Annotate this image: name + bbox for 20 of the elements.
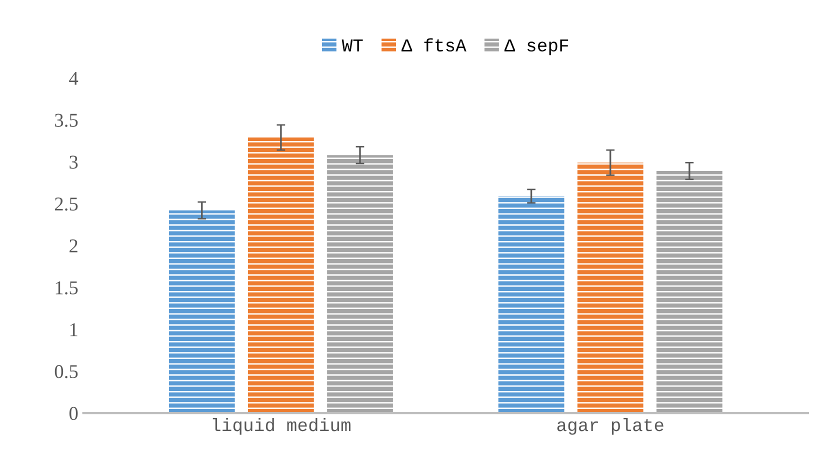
y-tick-label: 3.5: [55, 114, 78, 127]
bar: [168, 210, 235, 414]
legend-label: WT: [342, 39, 363, 52]
y-tick-label: 3: [70, 156, 78, 169]
legend-label: Δ ftsA: [402, 38, 466, 52]
bar: [577, 162, 644, 414]
y-tick-label: 1: [70, 323, 78, 336]
y-tick-label: 4: [69, 72, 78, 85]
bar: [248, 138, 314, 414]
y-tick-label: 2: [70, 239, 78, 252]
y-tick-label: 0: [69, 406, 78, 420]
bar: [327, 155, 393, 414]
x-tick-label: agar plate: [557, 418, 664, 435]
y-tick-label: 1.5: [56, 281, 78, 294]
y-tick-label: 2.5: [54, 198, 78, 211]
bar: [498, 196, 564, 414]
x-tick-label: liquid medium: [212, 418, 350, 435]
bar: [656, 171, 722, 414]
legend-label: Δ sepF: [504, 39, 568, 56]
y-tick-label: 0.5: [54, 365, 78, 378]
